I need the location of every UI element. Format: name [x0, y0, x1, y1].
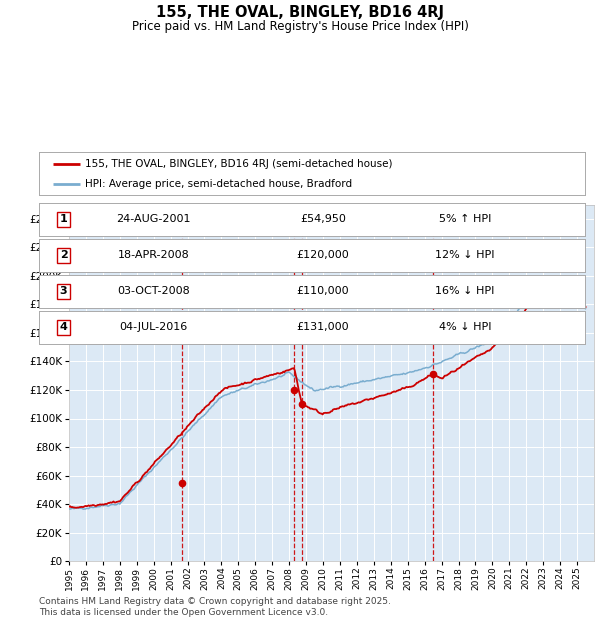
Text: 18-APR-2008: 18-APR-2008	[118, 250, 190, 260]
Text: 04-JUL-2016: 04-JUL-2016	[119, 322, 188, 332]
Text: 16% ↓ HPI: 16% ↓ HPI	[435, 286, 494, 296]
Text: 1: 1	[59, 215, 67, 224]
Text: 12% ↓ HPI: 12% ↓ HPI	[435, 250, 494, 260]
Text: HPI: Average price, semi-detached house, Bradford: HPI: Average price, semi-detached house,…	[85, 179, 353, 188]
Text: £54,950: £54,950	[300, 215, 346, 224]
Text: 2: 2	[291, 217, 298, 227]
Text: Contains HM Land Registry data © Crown copyright and database right 2025.
This d: Contains HM Land Registry data © Crown c…	[39, 598, 391, 617]
Text: £131,000: £131,000	[296, 322, 349, 332]
Text: 1: 1	[178, 217, 185, 227]
Text: 3: 3	[298, 217, 305, 227]
Text: 4: 4	[59, 322, 68, 332]
Text: £120,000: £120,000	[296, 250, 349, 260]
Text: 4: 4	[430, 217, 436, 227]
Text: 155, THE OVAL, BINGLEY, BD16 4RJ: 155, THE OVAL, BINGLEY, BD16 4RJ	[156, 5, 444, 20]
Text: £110,000: £110,000	[296, 286, 349, 296]
Text: 5% ↑ HPI: 5% ↑ HPI	[439, 215, 491, 224]
Text: 3: 3	[60, 286, 67, 296]
Text: 03-OCT-2008: 03-OCT-2008	[117, 286, 190, 296]
Text: 2: 2	[59, 250, 67, 260]
Text: 4% ↓ HPI: 4% ↓ HPI	[439, 322, 491, 332]
Text: Price paid vs. HM Land Registry's House Price Index (HPI): Price paid vs. HM Land Registry's House …	[131, 20, 469, 33]
Text: 155, THE OVAL, BINGLEY, BD16 4RJ (semi-detached house): 155, THE OVAL, BINGLEY, BD16 4RJ (semi-d…	[85, 159, 393, 169]
Text: 24-AUG-2001: 24-AUG-2001	[116, 215, 191, 224]
